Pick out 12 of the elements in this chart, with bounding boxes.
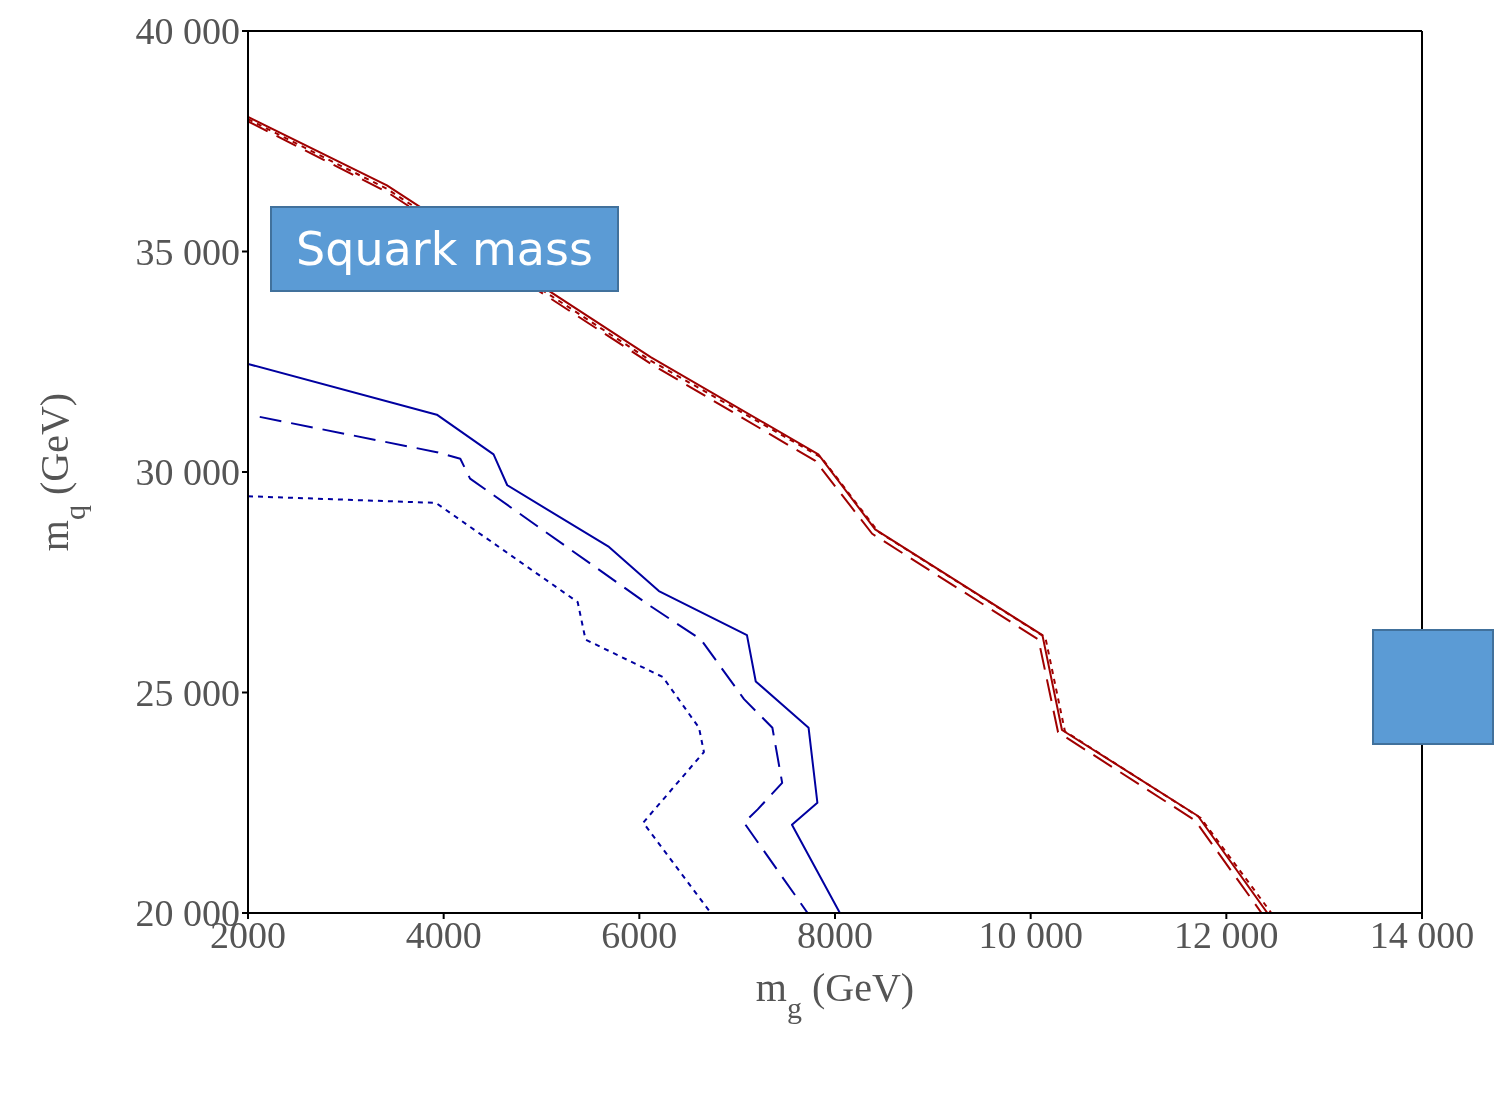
x-tick-label: 10 000 (978, 913, 1083, 956)
x-tick-label: 4000 (405, 913, 482, 956)
y-tick-label: 35 000 (135, 230, 240, 273)
x-tick-label: 12 000 (1174, 913, 1279, 956)
x-tick-label: 14 000 (1369, 913, 1475, 956)
y-tick-label: 30 000 (135, 451, 240, 494)
annotation: Squark mass (270, 206, 619, 292)
y-tick-label: 25 000 (135, 671, 240, 714)
x-tick-label: 6000 (601, 913, 678, 956)
x-axis-title: m$_{g}$ (GeV) (755, 965, 915, 1024)
x-tick-label: 8000 (797, 913, 873, 956)
y-tick-label: 40 000 (135, 10, 240, 53)
